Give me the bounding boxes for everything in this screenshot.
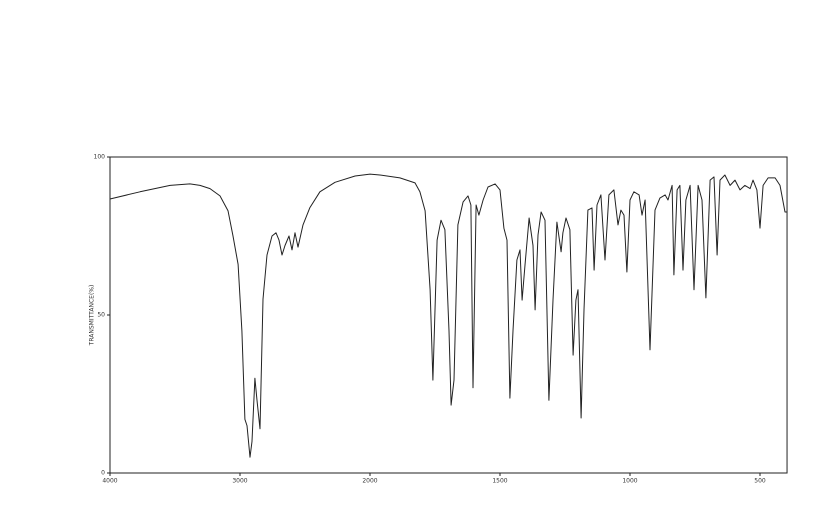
y-tick-label: 50 — [97, 312, 105, 319]
x-tick-label: 1000 — [622, 478, 637, 485]
x-tick-label: 2000 — [362, 478, 377, 485]
x-tick-label: 500 — [754, 478, 766, 485]
x-tick-label: 3000 — [232, 478, 247, 485]
y-axis-label: TRANSMITTANCE(%) — [89, 285, 96, 347]
y-tick-label: 0 — [101, 470, 105, 477]
x-tick-label: 1500 — [492, 478, 507, 485]
y-tick-label: 100 — [94, 154, 106, 161]
spectrum-line — [109, 173, 787, 458]
x-tick-label: 4000 — [102, 478, 117, 485]
